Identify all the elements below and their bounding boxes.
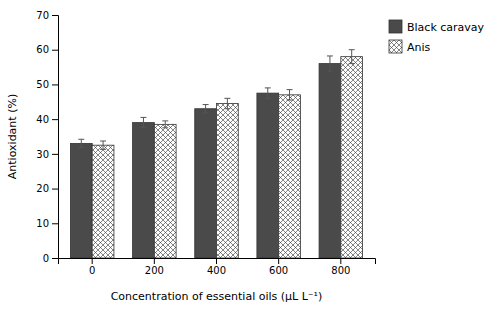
bar [279, 95, 301, 258]
x-tick: 0 [89, 258, 95, 276]
legend-item: Anis [389, 40, 431, 54]
x-tick: 600 [269, 258, 288, 276]
x-tick-mark [340, 258, 341, 264]
error-bar [78, 139, 84, 147]
y-tick: 30 [36, 149, 58, 160]
y-tick-mark [52, 84, 58, 85]
chart-svg: 0 10 20 30 40 50 60 70 0 200 400 600 800 Concentratio… [0, 0, 500, 310]
error-bar [265, 88, 271, 98]
error-bar [140, 117, 146, 127]
y-tick-label: 50 [36, 79, 49, 90]
error-bar [287, 90, 293, 100]
plot-area: 0 10 20 30 40 50 60 70 0 200 400 600 800 [36, 10, 375, 276]
y-tick-mark [52, 15, 58, 16]
bars [70, 50, 362, 258]
x-tick-mark [278, 258, 279, 264]
bar-base [154, 124, 176, 258]
legend: Black caravay Anis [389, 20, 485, 54]
legend-item: Black caravay [389, 20, 485, 34]
x-axis: 0 200 400 600 800 [59, 258, 376, 276]
error-bar [203, 105, 209, 113]
y-axis: 0 10 20 30 40 50 60 70 [36, 10, 58, 264]
x-tick-label: 600 [269, 265, 288, 276]
y-tick: 60 [36, 44, 58, 55]
legend-swatch [389, 40, 402, 53]
y-tick: 50 [36, 79, 58, 90]
bar [341, 57, 363, 258]
series [70, 56, 340, 258]
bar [257, 93, 279, 258]
y-tick-label: 30 [36, 149, 49, 160]
y-tick-label: 60 [36, 44, 49, 55]
chart-container: 0 10 20 30 40 50 60 70 0 200 400 600 800 Concentratio… [0, 0, 500, 310]
error-bar [100, 141, 106, 149]
y-tick-label: 40 [36, 114, 49, 125]
y-tick: 70 [36, 10, 58, 21]
bar [319, 64, 341, 258]
bar [133, 123, 155, 258]
bar [217, 104, 239, 258]
legend-label: Anis [407, 41, 431, 54]
bar [70, 143, 92, 258]
y-tick-mark [52, 189, 58, 190]
y-tick-label: 0 [43, 253, 49, 264]
x-axis-line [59, 259, 376, 265]
x-tick-label: 200 [145, 265, 164, 276]
y-axis-title: Antioxidant (%) [6, 94, 19, 179]
x-tick-mark [154, 258, 155, 264]
y-tick-mark [52, 119, 58, 120]
legend-swatch [389, 20, 402, 33]
bar [195, 109, 217, 258]
bar-base [92, 145, 114, 258]
legend-label: Black caravay [407, 21, 485, 34]
y-axis-line [52, 16, 59, 259]
error-bar [327, 56, 333, 71]
y-tick-label: 10 [36, 218, 49, 229]
legend-swatch-base [389, 40, 402, 53]
x-tick-mark [216, 258, 217, 264]
y-tick: 40 [36, 114, 58, 125]
x-tick: 200 [145, 258, 164, 276]
y-tick-mark [52, 154, 58, 155]
x-tick-mark [92, 258, 93, 264]
x-tick: 800 [331, 258, 350, 276]
bar-base [279, 95, 301, 258]
error-bar [162, 121, 168, 128]
y-tick: 10 [36, 218, 58, 229]
y-tick-mark [52, 50, 58, 51]
bar [154, 124, 176, 258]
bar [92, 145, 114, 258]
y-tick: 20 [36, 183, 58, 194]
x-tick-label: 800 [331, 265, 350, 276]
y-tick-mark [52, 223, 58, 224]
error-bar [349, 50, 355, 64]
error-bar [224, 98, 230, 108]
x-axis-title: Concentration of essential oils (μL L⁻¹) [111, 290, 323, 303]
bar-base [341, 57, 363, 258]
x-tick: 400 [207, 258, 226, 276]
x-tick-label: 0 [89, 265, 95, 276]
x-tick-label: 400 [207, 265, 226, 276]
y-tick-mark [52, 258, 58, 259]
bar-base [217, 104, 239, 258]
series [92, 50, 362, 258]
y-tick: 0 [43, 253, 58, 264]
y-tick-label: 70 [36, 10, 49, 21]
y-tick-label: 20 [36, 183, 49, 194]
